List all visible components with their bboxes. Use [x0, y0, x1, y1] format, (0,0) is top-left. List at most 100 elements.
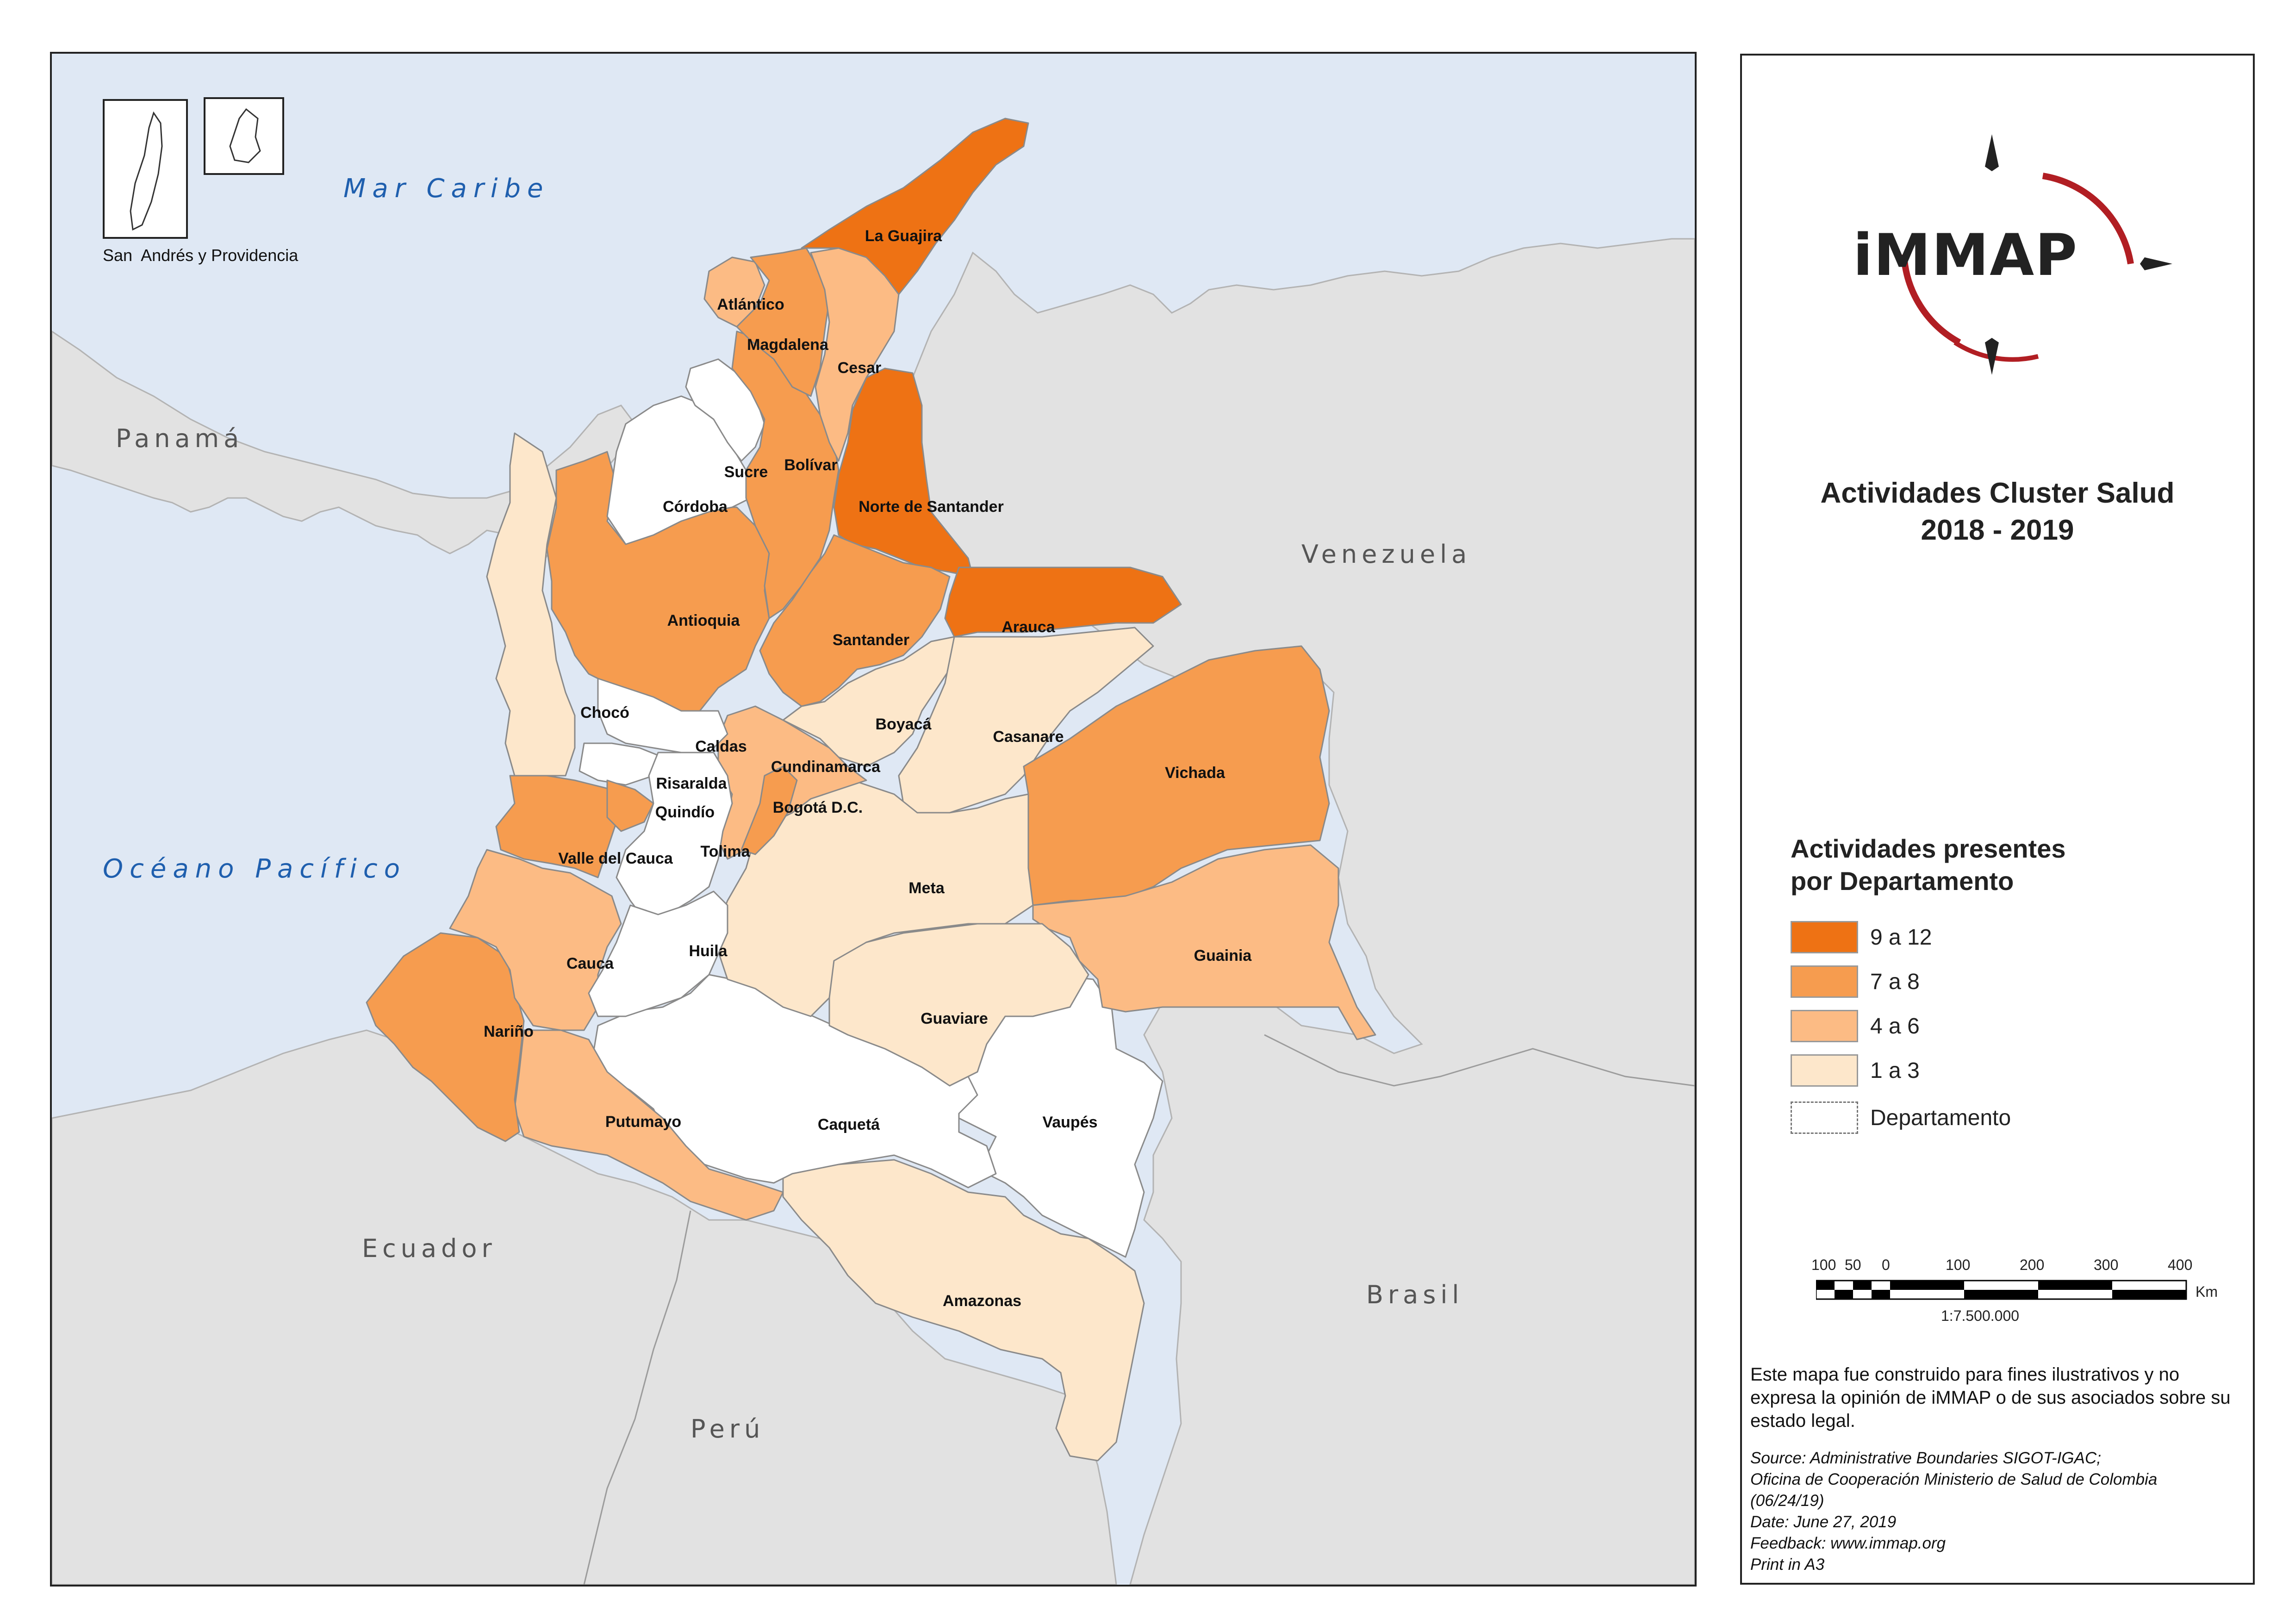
department-label: Bogotá D.C. [773, 799, 863, 816]
department-quindio[interactable] [606, 779, 654, 832]
department-label: Sucre [724, 463, 768, 481]
department-label: Chocó [580, 704, 629, 722]
department-nortesantander[interactable] [833, 367, 974, 578]
department-bolivar[interactable] [731, 330, 840, 619]
legend-swatch [1791, 921, 1858, 953]
department-amazonas[interactable] [782, 1159, 1145, 1462]
scale-ratio: 1:7.500.000 [1941, 1307, 2020, 1324]
map-frame: Mar Caribe Océano Pacífico Panamá Venezu… [50, 52, 1697, 1587]
department-label: Atlántico [717, 296, 784, 313]
department-label: Córdoba [663, 498, 728, 516]
immap-logo: iMMAP [1825, 125, 2177, 384]
logo-text: iMMAP [1853, 222, 2078, 289]
department-boyaca[interactable] [782, 636, 960, 767]
department-choco[interactable] [486, 432, 576, 777]
department-label: Casanare [993, 728, 1064, 746]
sea-label-caribbean: Mar Caribe [343, 174, 549, 204]
map-subtitle: 2018 - 2019 [1921, 514, 2074, 546]
department-label: Huila [689, 942, 728, 960]
legend-swatch [1791, 1101, 1858, 1134]
ecuador-peru-land [52, 1029, 1117, 1585]
scale-unit: Km [2195, 1283, 2218, 1300]
department-guaviare[interactable] [828, 923, 1089, 1087]
department-label: Guainia [1194, 947, 1252, 964]
department-label: Caquetá [818, 1116, 880, 1133]
country-label-ecuador: Ecuador [362, 1234, 497, 1263]
inset-label: San Andrés y Providencia [103, 246, 299, 265]
international-borders [583, 1034, 1695, 1585]
legend-swatch [1791, 1054, 1858, 1087]
legend-label: 1 a 3 [1870, 1058, 1920, 1083]
department-label: Norte de Santander [858, 498, 1004, 516]
department-label: Santander [833, 631, 909, 649]
legend-label: 9 a 12 [1870, 925, 1932, 950]
department-guainia[interactable] [1032, 844, 1376, 1040]
compass-icon [1901, 134, 2172, 375]
department-label: Meta [908, 879, 945, 897]
scale-bar-graphic [1816, 1280, 2187, 1300]
country-label-brasil: Brasil [1366, 1280, 1463, 1309]
department-label: Tolima [700, 843, 750, 860]
legend-title-line1: Actividades presentes [1791, 834, 2066, 863]
source-line: Date: June 27, 2019 [1750, 1513, 1897, 1531]
department-label: Valle del Cauca [558, 850, 673, 867]
scale-tick: 200 [2020, 1257, 2045, 1273]
source-line: Print in A3 [1750, 1556, 1825, 1574]
department-label: Putumayo [605, 1113, 681, 1131]
department-label: La Guajira [865, 227, 942, 245]
source-block: Source: Administrative Boundaries SIGOT-… [1750, 1448, 2245, 1575]
department-label: Risaralda [656, 775, 727, 792]
department-valle[interactable] [495, 775, 617, 878]
country-label-venezuela: Venezuela [1301, 540, 1471, 569]
department-label: Caldas [695, 738, 747, 755]
legend-title-line2: por Departamento [1791, 866, 2014, 896]
department-label: Magdalena [747, 336, 829, 354]
inset-san-andres [103, 97, 284, 239]
department-putumayo[interactable] [514, 1029, 784, 1221]
department-arauca[interactable] [944, 566, 1182, 638]
department-bogota[interactable] [740, 765, 798, 855]
country-label-panama: Panamá [116, 424, 243, 453]
legend-label: 7 a 8 [1870, 970, 1920, 994]
department-cauca[interactable] [449, 849, 622, 1031]
colombia-departments [366, 118, 1376, 1462]
country-label-peru: Perú [690, 1414, 765, 1444]
department-santander[interactable] [759, 534, 951, 707]
legend-swatch [1791, 1010, 1858, 1042]
scale-tick: 0 [1882, 1257, 1890, 1273]
scale-tick: 300 [2094, 1257, 2119, 1273]
legend-swatch [1791, 965, 1858, 998]
legend-panel: iMMAP Actividades Cluster Salud 2018 - 2… [1740, 54, 2255, 1585]
department-label: Quindío [655, 803, 715, 821]
department-label: Cundinamarca [771, 758, 881, 776]
scale-tick: 100 [1946, 1257, 1971, 1273]
department-labels: La Guajira Atlántico Magdalena Cesar Sucre Bo… [484, 227, 1252, 1310]
legend-label: Departamento [1870, 1106, 2011, 1130]
map-svg: Mar Caribe Océano Pacífico Panamá Venezu… [52, 97, 1695, 1585]
scale-tick: 50 [1845, 1257, 1861, 1273]
department-label: Vaupés [1042, 1114, 1097, 1131]
department-label: Guaviare [920, 1010, 988, 1027]
department-magdalena[interactable] [736, 247, 830, 397]
department-label: Cauca [566, 955, 614, 972]
department-label: Bolívar [784, 456, 837, 474]
scale-tick: 100 [1811, 1257, 1836, 1273]
department-label: Boyacá [876, 716, 932, 733]
department-label: Vichada [1165, 764, 1225, 782]
department-label: Amazonas [943, 1292, 1021, 1310]
department-laguajira[interactable] [801, 118, 1029, 295]
department-label: Cesar [838, 359, 882, 377]
department-huila[interactable] [588, 890, 728, 1017]
source-line: Feedback: www.immap.org [1750, 1534, 1946, 1552]
source-line: Source: Administrative Boundaries SIGOT-… [1750, 1449, 2101, 1467]
scale-tick: 400 [2168, 1257, 2193, 1273]
department-label: Antioquia [667, 612, 740, 629]
scale-bar: 100 50 0 100 200 300 400 Km 1:7.500.000 [1811, 1257, 2228, 1324]
legend-label: 4 a 6 [1870, 1014, 1920, 1039]
map-title: Actividades Cluster Salud [1820, 477, 2175, 509]
map-labels: Mar Caribe Océano Pacífico Panamá Venezu… [103, 174, 1471, 1444]
source-line: (06/24/19) [1750, 1492, 1824, 1510]
sea-label-pacific: Océano Pacífico [103, 854, 406, 884]
source-line: Oficina de Cooperación Ministerio de Sal… [1750, 1470, 2158, 1488]
department-label: Arauca [1001, 618, 1055, 636]
